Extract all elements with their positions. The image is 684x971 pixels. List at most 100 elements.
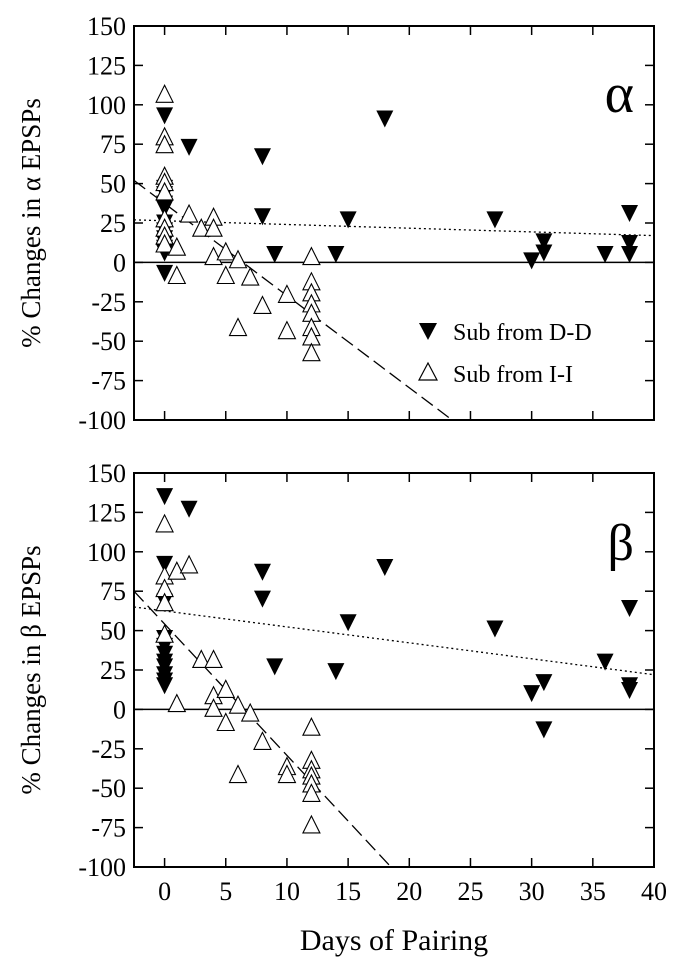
dd-point: [180, 138, 198, 156]
y-tick-label: 0: [113, 248, 126, 277]
ii-point: [253, 295, 272, 315]
dd-point: [327, 246, 345, 264]
x-tick-label: 15: [335, 877, 361, 906]
y-tick-label: 50: [100, 617, 126, 646]
ii-point: [191, 649, 211, 669]
ii-point: [167, 236, 187, 256]
y-tick-label: 50: [100, 170, 126, 199]
x-tick-label: 10: [274, 877, 300, 906]
dd-point: [621, 205, 639, 223]
legend-marker-dd: [419, 323, 437, 340]
ii-point: [216, 265, 236, 285]
panel-label-alpha: α: [605, 63, 634, 125]
y-tick-label: -25: [91, 288, 126, 317]
panel-label-beta: β: [608, 515, 634, 572]
y-tick-label: 100: [87, 91, 126, 120]
ii-point: [277, 320, 297, 340]
ii-point: [277, 284, 297, 303]
y-tick-label: -50: [91, 774, 126, 803]
ii-point: [155, 134, 174, 154]
y-tick-label: 25: [100, 209, 126, 238]
dd-point: [156, 555, 174, 573]
ii-fit-line: [134, 590, 392, 867]
dd-point: [156, 264, 174, 282]
ii-point: [204, 217, 223, 237]
panel-beta: -100 -75 -50 -25 0 25 50 75 100 125 150 % Changes …: [16, 459, 655, 882]
y-tick-label: 125: [87, 498, 126, 527]
dd-point: [253, 563, 271, 581]
y-tick-label: -50: [91, 327, 126, 356]
ii-point: [204, 698, 223, 717]
ii-point: [155, 233, 174, 253]
panel-alpha: -100 -75 -50 -25 0 25 50 75 100 125 150 % Changes …: [16, 12, 655, 435]
x-tick-label: 5: [219, 877, 232, 906]
x-tick-label: 0: [158, 877, 171, 906]
dd-point: [253, 148, 271, 166]
y-tick-label: 75: [100, 130, 126, 159]
dd-point: [486, 620, 504, 638]
y-tick-label: 0: [113, 695, 126, 724]
dd-point: [621, 246, 639, 264]
y-tick-label: 100: [87, 538, 126, 567]
fit-lines-beta: [134, 590, 654, 867]
dd-point: [327, 663, 345, 681]
y-tick-label: 150: [87, 12, 126, 41]
y-tick-label: -75: [91, 814, 126, 843]
dd-point: [523, 252, 541, 270]
x-tick-marks-alpha: [163, 26, 655, 420]
ii-point: [302, 342, 321, 362]
dd-point: [339, 614, 357, 632]
dd-fit-line: [134, 606, 654, 676]
dd-point: [535, 721, 553, 739]
dd-point: [535, 233, 553, 251]
ii-point: [155, 513, 174, 533]
ii-point: [216, 679, 236, 698]
ii-point: [228, 249, 248, 269]
dd-point: [523, 685, 541, 703]
dd-point: [621, 681, 639, 699]
dd-point: [535, 674, 553, 692]
dd-point: [253, 590, 271, 608]
x-tick-label: 25: [457, 877, 483, 906]
ii-point: [240, 266, 260, 286]
y-tick-labels-beta: -100 -75 -50 -25 0 25 50 75 100 125 150: [78, 459, 654, 882]
ii-point: [167, 265, 187, 285]
y-tick-label: 150: [87, 459, 126, 488]
ii-point: [179, 554, 199, 574]
x-axis-label: Days of Pairing: [300, 924, 488, 957]
dd-point: [266, 658, 284, 676]
ii-point: [155, 181, 174, 201]
dd-point: [266, 246, 284, 264]
legend-label-ii: Sub from I-I: [453, 362, 573, 388]
dd-point: [535, 244, 553, 262]
ii-point: [302, 814, 321, 834]
ii-point: [204, 649, 223, 669]
legend: Sub from D-D Sub from I-I: [418, 320, 592, 388]
data-points-alpha: [155, 84, 639, 362]
x-tick-label: 30: [519, 877, 545, 906]
plot-frame-beta: [133, 472, 655, 868]
x-tick-label: 20: [396, 877, 422, 906]
ii-point: [302, 783, 321, 802]
dd-point: [253, 208, 271, 226]
dd-point: [486, 211, 504, 229]
y-tick-label: -100: [78, 853, 126, 882]
x-tick-label: 35: [580, 877, 606, 906]
y-tick-label: 125: [87, 51, 126, 80]
ii-point: [155, 84, 174, 103]
ii-point: [302, 246, 321, 266]
x-tick-label: 40: [641, 877, 667, 906]
ii-point: [179, 203, 199, 223]
data-points-beta: [155, 488, 639, 834]
y-tick-label: -75: [91, 367, 126, 396]
y-tick-label: 75: [100, 577, 126, 606]
y-axis-label-alpha: % Changes in α EPSPs: [16, 98, 46, 348]
dd-point: [376, 559, 394, 577]
ii-point: [302, 717, 321, 736]
dd-point: [596, 653, 614, 671]
ii-point: [228, 764, 248, 784]
dd-point: [376, 110, 394, 128]
ii-point: [228, 317, 248, 337]
y-tick-label: 25: [100, 656, 126, 685]
legend-marker-ii: [418, 361, 438, 381]
